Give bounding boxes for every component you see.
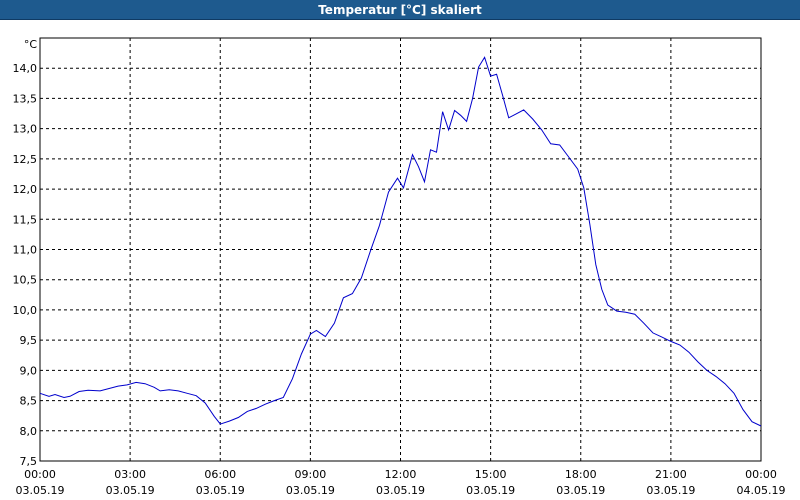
temperature-chart: 7,5 8,0 8,5 9,0 9,5 10,0 10,5 11,0 11,5 12,0 12,5 1…	[13, 37, 786, 497]
x-tick-time: 21:00	[655, 468, 687, 481]
x-tick-date: 03.05.19	[646, 484, 695, 497]
x-tick-date: 03.05.19	[376, 484, 425, 497]
y-tick-label: 9,5	[20, 334, 38, 347]
chart-title: Temperatur [°C] skaliert	[318, 2, 482, 17]
y-tick-label: 11,0	[13, 244, 38, 257]
y-tick-label: 13,0	[13, 123, 38, 136]
x-tick-time: 12:00	[385, 468, 417, 481]
x-tick-date: 03.05.19	[16, 484, 65, 497]
y-tick-label: 10,0	[13, 304, 38, 317]
y-tick-label: 11,5	[13, 213, 38, 226]
plot-frame	[39, 37, 762, 462]
x-tick-date: 03.05.19	[196, 484, 245, 497]
y-tick-label: 7,5	[20, 455, 38, 468]
chart-title-bar: Temperatur [°C] skaliert	[0, 0, 800, 20]
x-tick-date: 03.05.19	[286, 484, 335, 497]
y-tick-label: 13,5	[13, 92, 38, 105]
y-tick-label: 12,5	[13, 153, 38, 166]
y-tick-label: 10,5	[13, 274, 38, 287]
x-tick-time: 18:00	[565, 468, 597, 481]
y-tick-label: 8,5	[20, 395, 38, 408]
x-tick-time: 03:00	[114, 468, 146, 481]
y-tick-label: 12,0	[13, 183, 38, 196]
y-axis: 7,5 8,0 8,5 9,0 9,5 10,0 10,5 11,0 11,5 12,0 12,5 1…	[13, 62, 38, 468]
temperature-line	[39, 56, 762, 427]
x-tick-time: 00:00	[745, 468, 777, 481]
x-axis: 00:00 03.05.19 03:00 03.05.19 06:00 03.05.19 0…	[16, 468, 786, 497]
y-tick-label: 14,0	[13, 62, 38, 75]
x-tick-date: 03.05.19	[556, 484, 605, 497]
x-tick-time: 06:00	[204, 468, 236, 481]
y-tick-label: 9,0	[20, 364, 38, 377]
y-unit-label: °C	[24, 38, 38, 51]
x-tick-date: 03.05.19	[106, 484, 155, 497]
x-tick-date: 04.05.19	[737, 484, 786, 497]
x-tick-time: 00:00	[24, 468, 56, 481]
x-tick-time: 09:00	[295, 468, 327, 481]
y-tick-label: 8,0	[20, 425, 38, 438]
x-tick-date: 03.05.19	[466, 484, 515, 497]
grid	[40, 38, 761, 461]
x-tick-time: 15:00	[475, 468, 507, 481]
